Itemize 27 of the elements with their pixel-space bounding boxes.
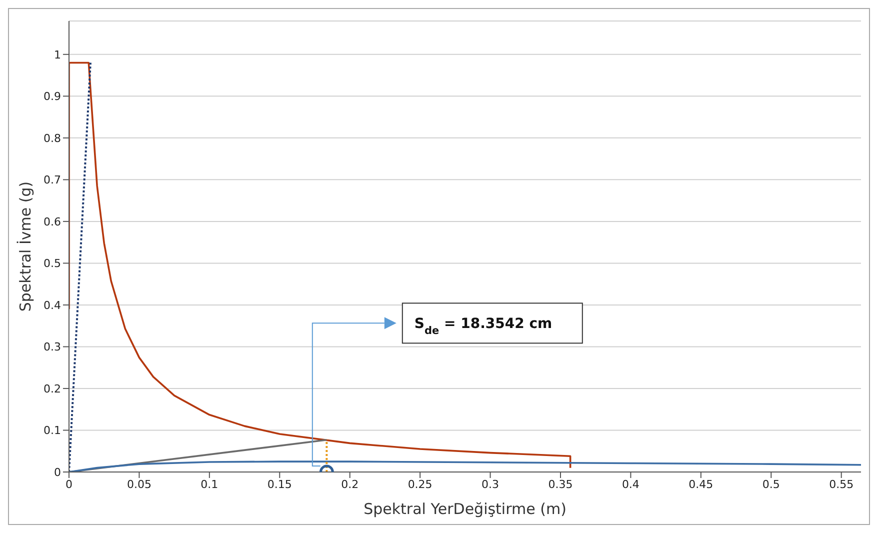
y-tick-label: 0.2 (44, 382, 61, 396)
y-tick-label: 0 (54, 466, 61, 479)
y-axis-title: Spektral İvme (g) (16, 181, 34, 312)
x-axis-title: Spektral YerDeğiştirme (m) (364, 500, 566, 518)
x-tick-label: 0.15 (267, 478, 292, 491)
x-tick-label: 0.2 (341, 478, 359, 491)
x-tick-label: 0.4 (622, 478, 640, 491)
y-tick-label: 1 (54, 48, 61, 62)
x-tick-label: 0 (66, 478, 72, 491)
x-tick-label: 0.25 (408, 478, 432, 491)
x-tick-label: 0.55 (829, 478, 854, 491)
x-tick-label: 0.1 (200, 478, 218, 491)
annotation: S$_{de}$ = 18.3542 cm (414, 316, 552, 338)
y-tick-label: 0.1 (44, 424, 61, 438)
y-tick-label: 0.5 (44, 257, 61, 270)
y-tick-label: 0.8 (44, 132, 61, 145)
x-tick-label: 0.45 (688, 478, 714, 491)
y-tick-label: 0.3 (44, 340, 61, 354)
y-tick-label: 0.9 (44, 90, 61, 104)
x-tick-label: 0.5 (762, 478, 780, 491)
x-tick-label: 0.35 (548, 478, 573, 491)
y-tick-label: 0.7 (44, 174, 61, 187)
x-tick-label: 0.3 (482, 478, 500, 491)
y-tick-label: 0.4 (44, 298, 61, 312)
line-series (69, 62, 572, 469)
x-tick-label: 0.05 (126, 478, 152, 491)
y-tick-label: 0.6 (44, 215, 61, 228)
